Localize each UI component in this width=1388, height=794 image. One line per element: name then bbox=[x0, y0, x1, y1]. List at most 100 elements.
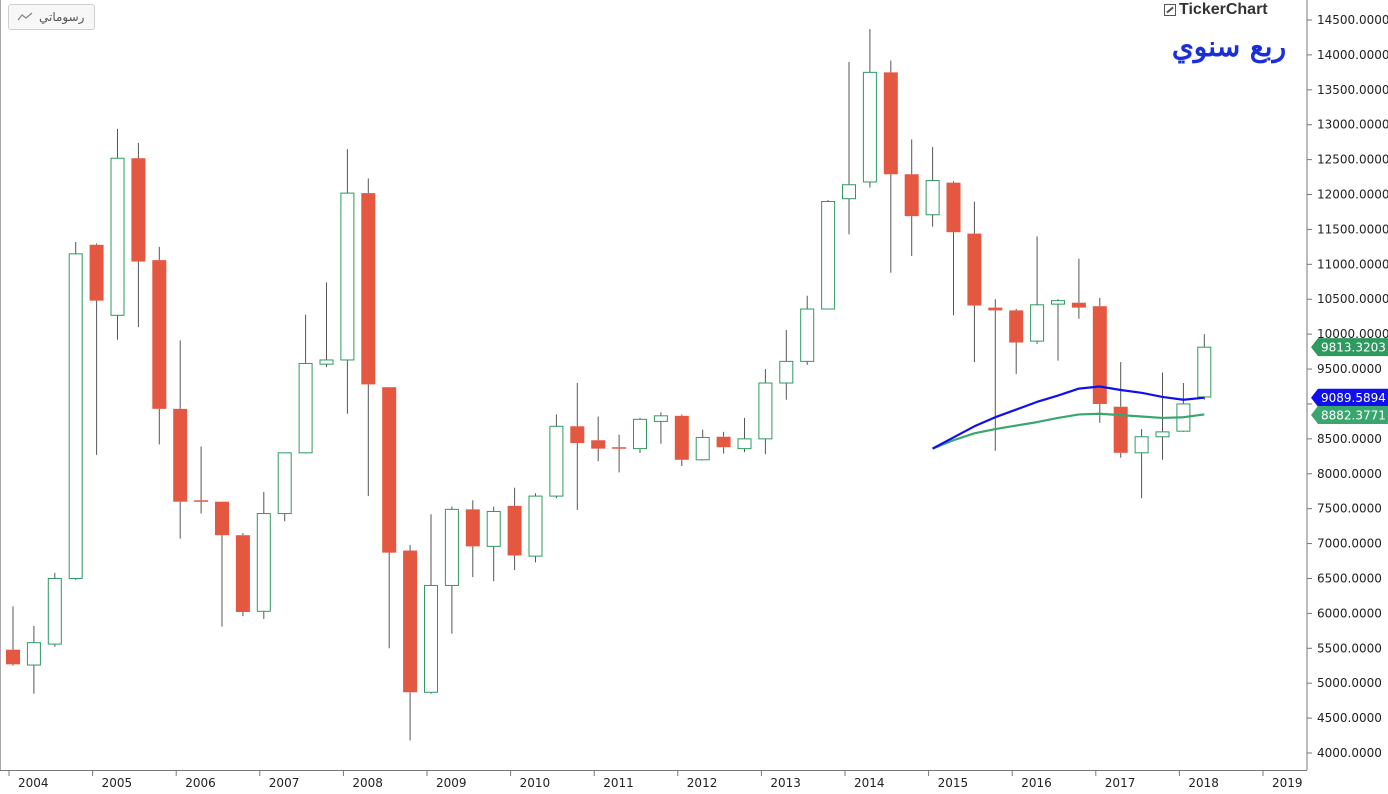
candle-2006Q2[interactable] bbox=[194, 446, 209, 514]
brand-name: TickerChart bbox=[1179, 1, 1268, 18]
candle-2005Q1[interactable] bbox=[89, 243, 104, 455]
candle-2010Q2[interactable] bbox=[528, 493, 543, 563]
candle-body-up bbox=[821, 201, 836, 310]
candle-body-down bbox=[194, 500, 209, 502]
candle-2007Q3[interactable] bbox=[298, 314, 313, 454]
y-tick-label: 9500.0000 bbox=[1317, 362, 1382, 376]
candle-body-up bbox=[340, 192, 355, 361]
candle-body-down bbox=[612, 447, 627, 449]
candle-2012Q2[interactable] bbox=[695, 429, 710, 461]
candle-body-down bbox=[1092, 306, 1107, 404]
candle-2013Q3[interactable] bbox=[800, 295, 815, 365]
x-tick-label: 2004 bbox=[18, 776, 49, 790]
candle-body-down bbox=[1071, 302, 1086, 308]
candle-body-up bbox=[528, 495, 543, 557]
x-tick-label: 2018 bbox=[1188, 776, 1219, 790]
x-tick-label: 2009 bbox=[436, 776, 467, 790]
candle-2011Q2[interactable] bbox=[612, 434, 627, 473]
candle-2015Q4[interactable] bbox=[988, 299, 1003, 451]
candle-body-up bbox=[319, 359, 334, 365]
line-chart-icon bbox=[17, 12, 33, 21]
candle-body-down bbox=[988, 307, 1003, 311]
candle-body-down bbox=[716, 436, 731, 448]
candle-2011Q3[interactable] bbox=[633, 417, 647, 453]
candle-2014Q3[interactable] bbox=[883, 60, 898, 273]
candle-2016Q1[interactable] bbox=[1009, 309, 1024, 374]
candle-2006Q4[interactable] bbox=[235, 533, 250, 617]
candle-body-down bbox=[570, 426, 585, 444]
my-drawings-button[interactable]: رسوماتي bbox=[8, 4, 96, 30]
x-tick-label: 2019 bbox=[1272, 776, 1303, 790]
candle-2006Q3[interactable] bbox=[215, 501, 229, 627]
candle-2004Q4[interactable] bbox=[68, 241, 83, 580]
candle-2011Q1[interactable] bbox=[591, 416, 606, 462]
candle-2009Q1[interactable] bbox=[424, 514, 438, 694]
candle-2008Q1[interactable] bbox=[340, 149, 355, 414]
candle-2005Q4[interactable] bbox=[152, 246, 167, 445]
candle-2009Q4[interactable] bbox=[486, 506, 501, 582]
candle-2017Q1[interactable] bbox=[1092, 297, 1107, 423]
candle-2004Q1[interactable] bbox=[6, 606, 20, 666]
candle-2017Q4[interactable] bbox=[1155, 372, 1170, 460]
candle-2016Q3[interactable] bbox=[1051, 299, 1065, 361]
candle-2013Q1[interactable] bbox=[758, 369, 773, 455]
y-tick-label: 10500.0000 bbox=[1317, 292, 1388, 306]
candle-2010Q4[interactable] bbox=[570, 383, 585, 511]
candle-2014Q2[interactable] bbox=[862, 29, 877, 188]
candle-2015Q1[interactable] bbox=[925, 147, 940, 227]
candle-2010Q1[interactable] bbox=[507, 487, 522, 571]
candle-2010Q3[interactable] bbox=[549, 414, 564, 499]
y-tick-label: 5000.0000 bbox=[1317, 676, 1382, 690]
candle-body-up bbox=[26, 642, 41, 666]
candle-body-up bbox=[1197, 346, 1212, 398]
candle-2007Q2[interactable] bbox=[277, 452, 292, 522]
candle-2005Q2[interactable] bbox=[110, 128, 125, 340]
candle-2016Q2[interactable] bbox=[1030, 236, 1045, 344]
candle-2008Q4[interactable] bbox=[403, 544, 418, 741]
candle-2017Q3[interactable] bbox=[1134, 429, 1149, 499]
y-tick-label: 11500.0000 bbox=[1317, 222, 1388, 236]
y-tick-label: 11000.0000 bbox=[1317, 257, 1388, 271]
candle-2007Q4[interactable] bbox=[319, 282, 334, 367]
candle-body-up bbox=[862, 71, 877, 183]
candle-2012Q1[interactable] bbox=[674, 414, 689, 467]
candle-2008Q3[interactable] bbox=[382, 387, 397, 649]
candle-2004Q2[interactable] bbox=[26, 625, 41, 694]
candle-2008Q2[interactable] bbox=[361, 178, 376, 497]
candle-2018Q2[interactable] bbox=[1197, 334, 1212, 400]
y-tick-label: 4000.0000 bbox=[1317, 746, 1382, 760]
last-price-tag-bg bbox=[1311, 338, 1388, 357]
y-tick-label: 7500.0000 bbox=[1317, 502, 1382, 516]
candle-body-up bbox=[424, 584, 438, 693]
candle-2015Q2[interactable] bbox=[946, 181, 961, 316]
candle-2013Q2[interactable] bbox=[779, 329, 794, 400]
candle-2007Q1[interactable] bbox=[256, 491, 271, 619]
candle-2015Q3[interactable] bbox=[967, 201, 982, 363]
last-price-tag: 9813.3203 bbox=[1311, 338, 1388, 357]
candle-2016Q4[interactable] bbox=[1071, 258, 1086, 319]
candle-2013Q4[interactable] bbox=[821, 200, 836, 310]
candle-body-up bbox=[1155, 431, 1170, 438]
candle-2014Q4[interactable] bbox=[904, 139, 919, 256]
candle-body-down bbox=[904, 174, 919, 217]
ma-long-line[interactable] bbox=[932, 412, 1205, 450]
candle-body-up bbox=[277, 452, 292, 515]
candle-2009Q3[interactable] bbox=[465, 500, 480, 578]
candle-2014Q1[interactable] bbox=[842, 61, 856, 235]
candle-2009Q2[interactable] bbox=[444, 506, 459, 634]
brand-logo: TickerChart bbox=[1164, 1, 1268, 19]
candle-body-down bbox=[131, 158, 146, 262]
candle-2017Q2[interactable] bbox=[1113, 362, 1128, 458]
candle-2012Q4[interactable] bbox=[737, 417, 752, 453]
candle-2005Q3[interactable] bbox=[131, 142, 146, 328]
ma-short-line[interactable] bbox=[932, 385, 1205, 450]
candle-body-up bbox=[256, 513, 271, 612]
candle-body-down bbox=[89, 244, 104, 301]
candle-2018Q1[interactable] bbox=[1176, 383, 1191, 432]
candle-2004Q3[interactable] bbox=[47, 572, 62, 647]
candle-2012Q3[interactable] bbox=[716, 431, 731, 454]
candle-2011Q4[interactable] bbox=[653, 412, 668, 444]
candle-2006Q1[interactable] bbox=[173, 340, 188, 539]
